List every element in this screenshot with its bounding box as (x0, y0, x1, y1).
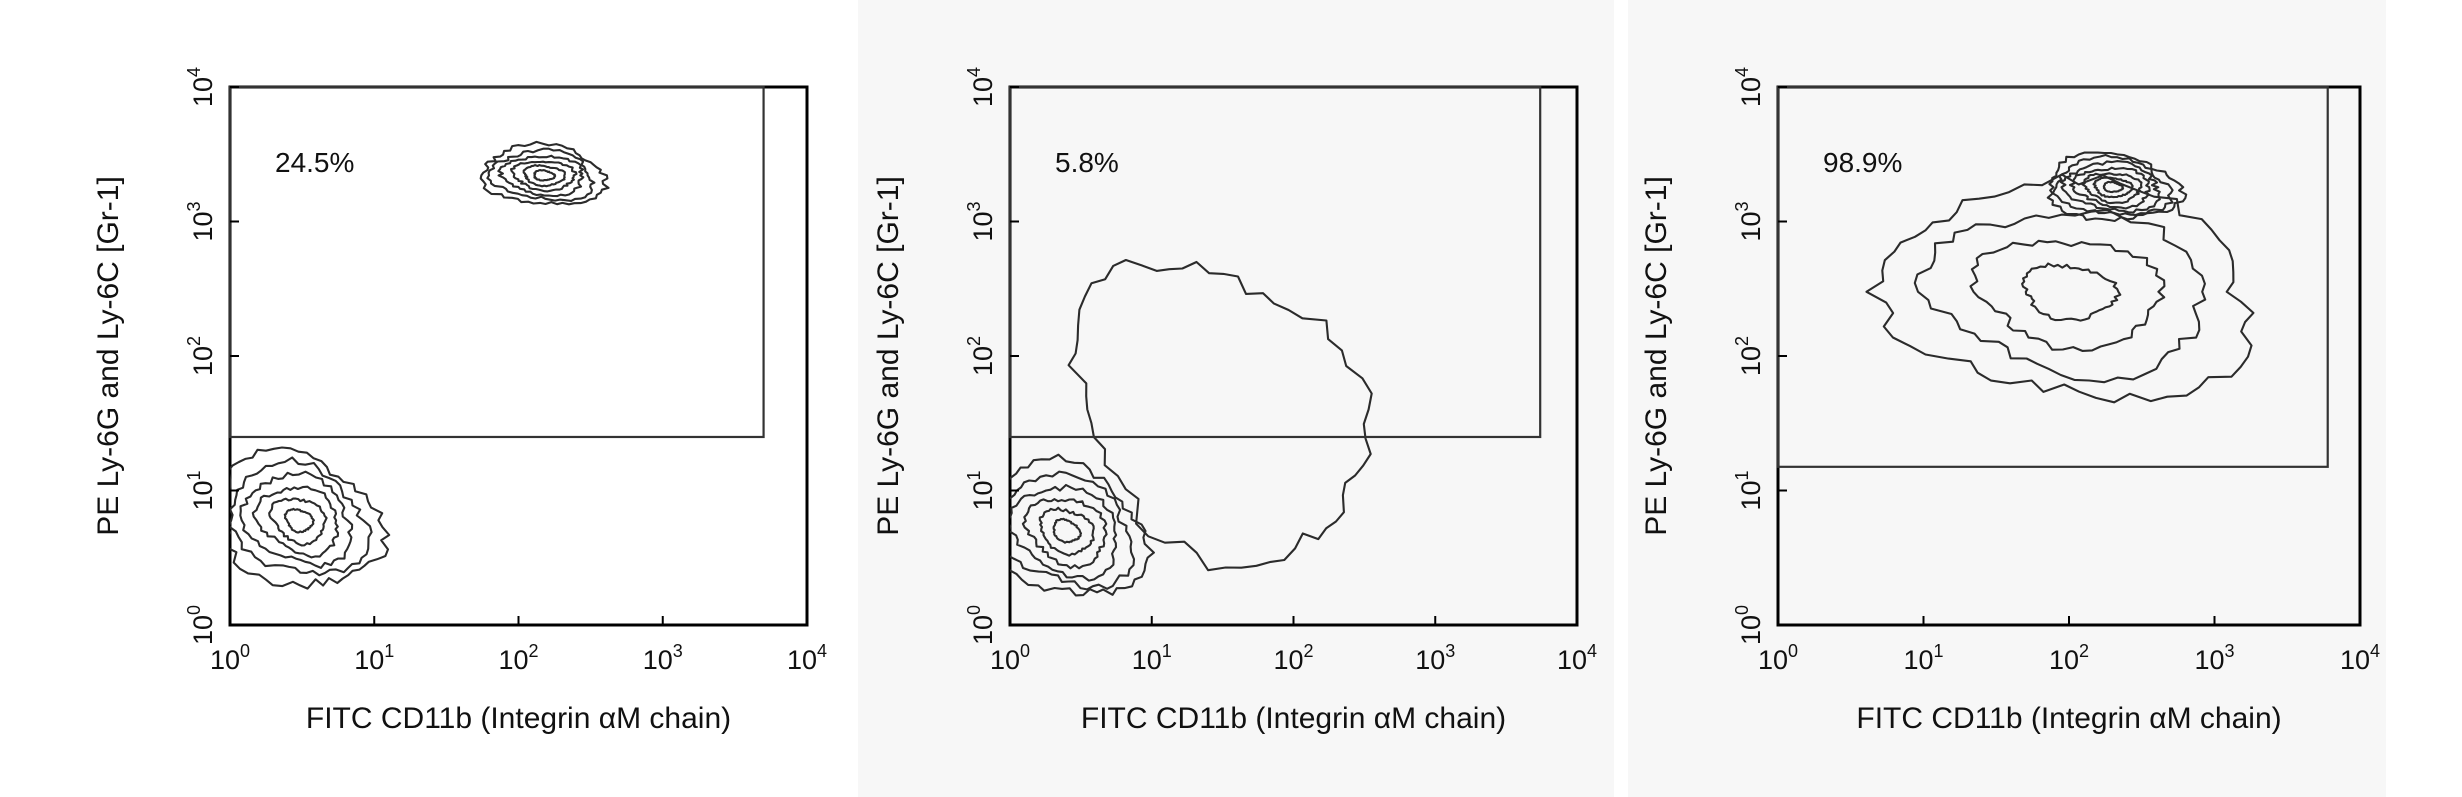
contour-line (2068, 166, 2151, 210)
y-tick-label: 100 (1732, 605, 1766, 645)
y-tick-label: 100 (184, 605, 218, 645)
x-axis-label: FITC CD11b (Integrin αM chain) (1081, 702, 1506, 735)
contour-line (268, 497, 328, 547)
contour-line (2046, 151, 2188, 223)
x-tick-label: 104 (2340, 641, 2380, 675)
contour-line (1067, 258, 1373, 572)
contour-group (230, 140, 610, 590)
gate-rectangle[interactable] (228, 85, 765, 439)
contour-line (239, 470, 354, 569)
gate-rectangle[interactable] (1008, 85, 1542, 439)
y-tick-label: 100 (964, 605, 998, 645)
x-tick-label: 102 (2049, 641, 2089, 675)
y-tick-label: 102 (1732, 336, 1766, 376)
plot-frame (228, 85, 809, 627)
contour-line (1052, 517, 1083, 544)
x-tick-label: 103 (1415, 641, 1455, 675)
gate-percent-label: 98.9% (1823, 147, 1902, 178)
y-tick-label: 104 (1732, 67, 1766, 107)
gate-rectangle[interactable] (1776, 85, 2329, 468)
x-tick-label: 100 (990, 641, 1030, 675)
y-tick-label: 102 (184, 336, 218, 376)
y-tick-label: 101 (1732, 470, 1766, 510)
x-tick-label: 101 (1132, 641, 1172, 675)
contour-line (2021, 262, 2122, 322)
contour-line (497, 154, 585, 198)
gate-percent-label: 5.8% (1055, 147, 1119, 178)
panel-3: 98.9% 100 101 102 103 104 100 101 102 103 104 FITC … (1640, 67, 2380, 735)
y-tick-label: 102 (964, 336, 998, 376)
contour-line (283, 507, 315, 534)
contour-line (2092, 176, 2134, 199)
contour-line (1010, 453, 1155, 597)
contour-line (230, 446, 391, 590)
x-tick-label: 103 (643, 641, 683, 675)
x-tick-label: 101 (1903, 641, 1943, 675)
contour-line (1021, 498, 1108, 570)
x-tick-label: 100 (1758, 641, 1798, 675)
contour-line (522, 164, 566, 188)
x-tick-label: 104 (787, 641, 827, 675)
contour-group (1865, 151, 2255, 404)
x-axis-label: FITC CD11b (Integrin αM chain) (306, 702, 731, 735)
contour-line (251, 485, 340, 559)
y-tick-label: 101 (964, 470, 998, 510)
contour-line (1038, 506, 1095, 557)
y-tick-label: 103 (184, 201, 218, 241)
x-tick-label: 104 (1557, 641, 1597, 675)
contour-line (1969, 239, 2166, 352)
x-tick-label: 103 (2194, 641, 2234, 675)
x-axis-label: FITC CD11b (Integrin αM chain) (1856, 702, 2281, 735)
x-tick-label: 101 (354, 641, 394, 675)
y-tick-label: 104 (184, 67, 218, 107)
contour-line (1913, 208, 2207, 384)
y-tick-label: 103 (964, 201, 998, 241)
contour-line (2059, 160, 2161, 214)
contour-line (1865, 173, 2255, 404)
x-tick-label: 100 (210, 641, 250, 675)
gate-percent-label: 24.5% (275, 147, 354, 178)
contour-line (230, 456, 373, 577)
y-axis-label: PE Ly-6G and Ly-6C [Gr-1] (92, 176, 125, 536)
panel-1: 24.5% 100 101 102 103 104 100 101 102 103 104 FITC … (92, 67, 827, 735)
contour-line (533, 169, 557, 182)
contour-line (509, 160, 578, 193)
contour-line (1010, 483, 1118, 582)
y-axis-label: PE Ly-6G and Ly-6C [Gr-1] (872, 176, 905, 536)
contour-line (1010, 470, 1136, 591)
contour-line (479, 140, 610, 206)
y-tick-label: 101 (184, 470, 218, 510)
y-axis-label: PE Ly-6G and Ly-6C [Gr-1] (1640, 176, 1673, 536)
contour-line (2080, 172, 2143, 205)
contour-line (2102, 180, 2125, 194)
y-tick-label: 103 (1732, 201, 1766, 241)
y-tick-label: 104 (964, 67, 998, 107)
contour-line (486, 147, 596, 202)
contour-group (1010, 258, 1373, 597)
panel-2: 5.8% 100 101 102 103 104 100 101 102 103 104 FITC C… (872, 67, 1597, 735)
x-tick-label: 102 (1273, 641, 1313, 675)
x-tick-label: 102 (498, 641, 538, 675)
